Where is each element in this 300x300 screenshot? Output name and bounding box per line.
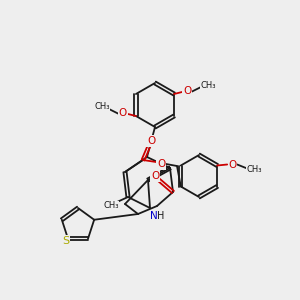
Text: O: O [228,160,236,170]
Text: CH₃: CH₃ [200,80,216,89]
Text: O: O [151,171,159,181]
Text: CH₃: CH₃ [246,165,262,174]
Text: O: O [183,86,191,96]
Text: CH₃: CH₃ [94,103,110,112]
Text: H: H [157,211,165,221]
Text: S: S [62,236,70,246]
Text: N: N [150,211,158,221]
Text: O: O [157,159,165,169]
Text: CH₃: CH₃ [103,202,119,211]
Text: O: O [147,136,155,146]
Text: O: O [119,108,127,118]
